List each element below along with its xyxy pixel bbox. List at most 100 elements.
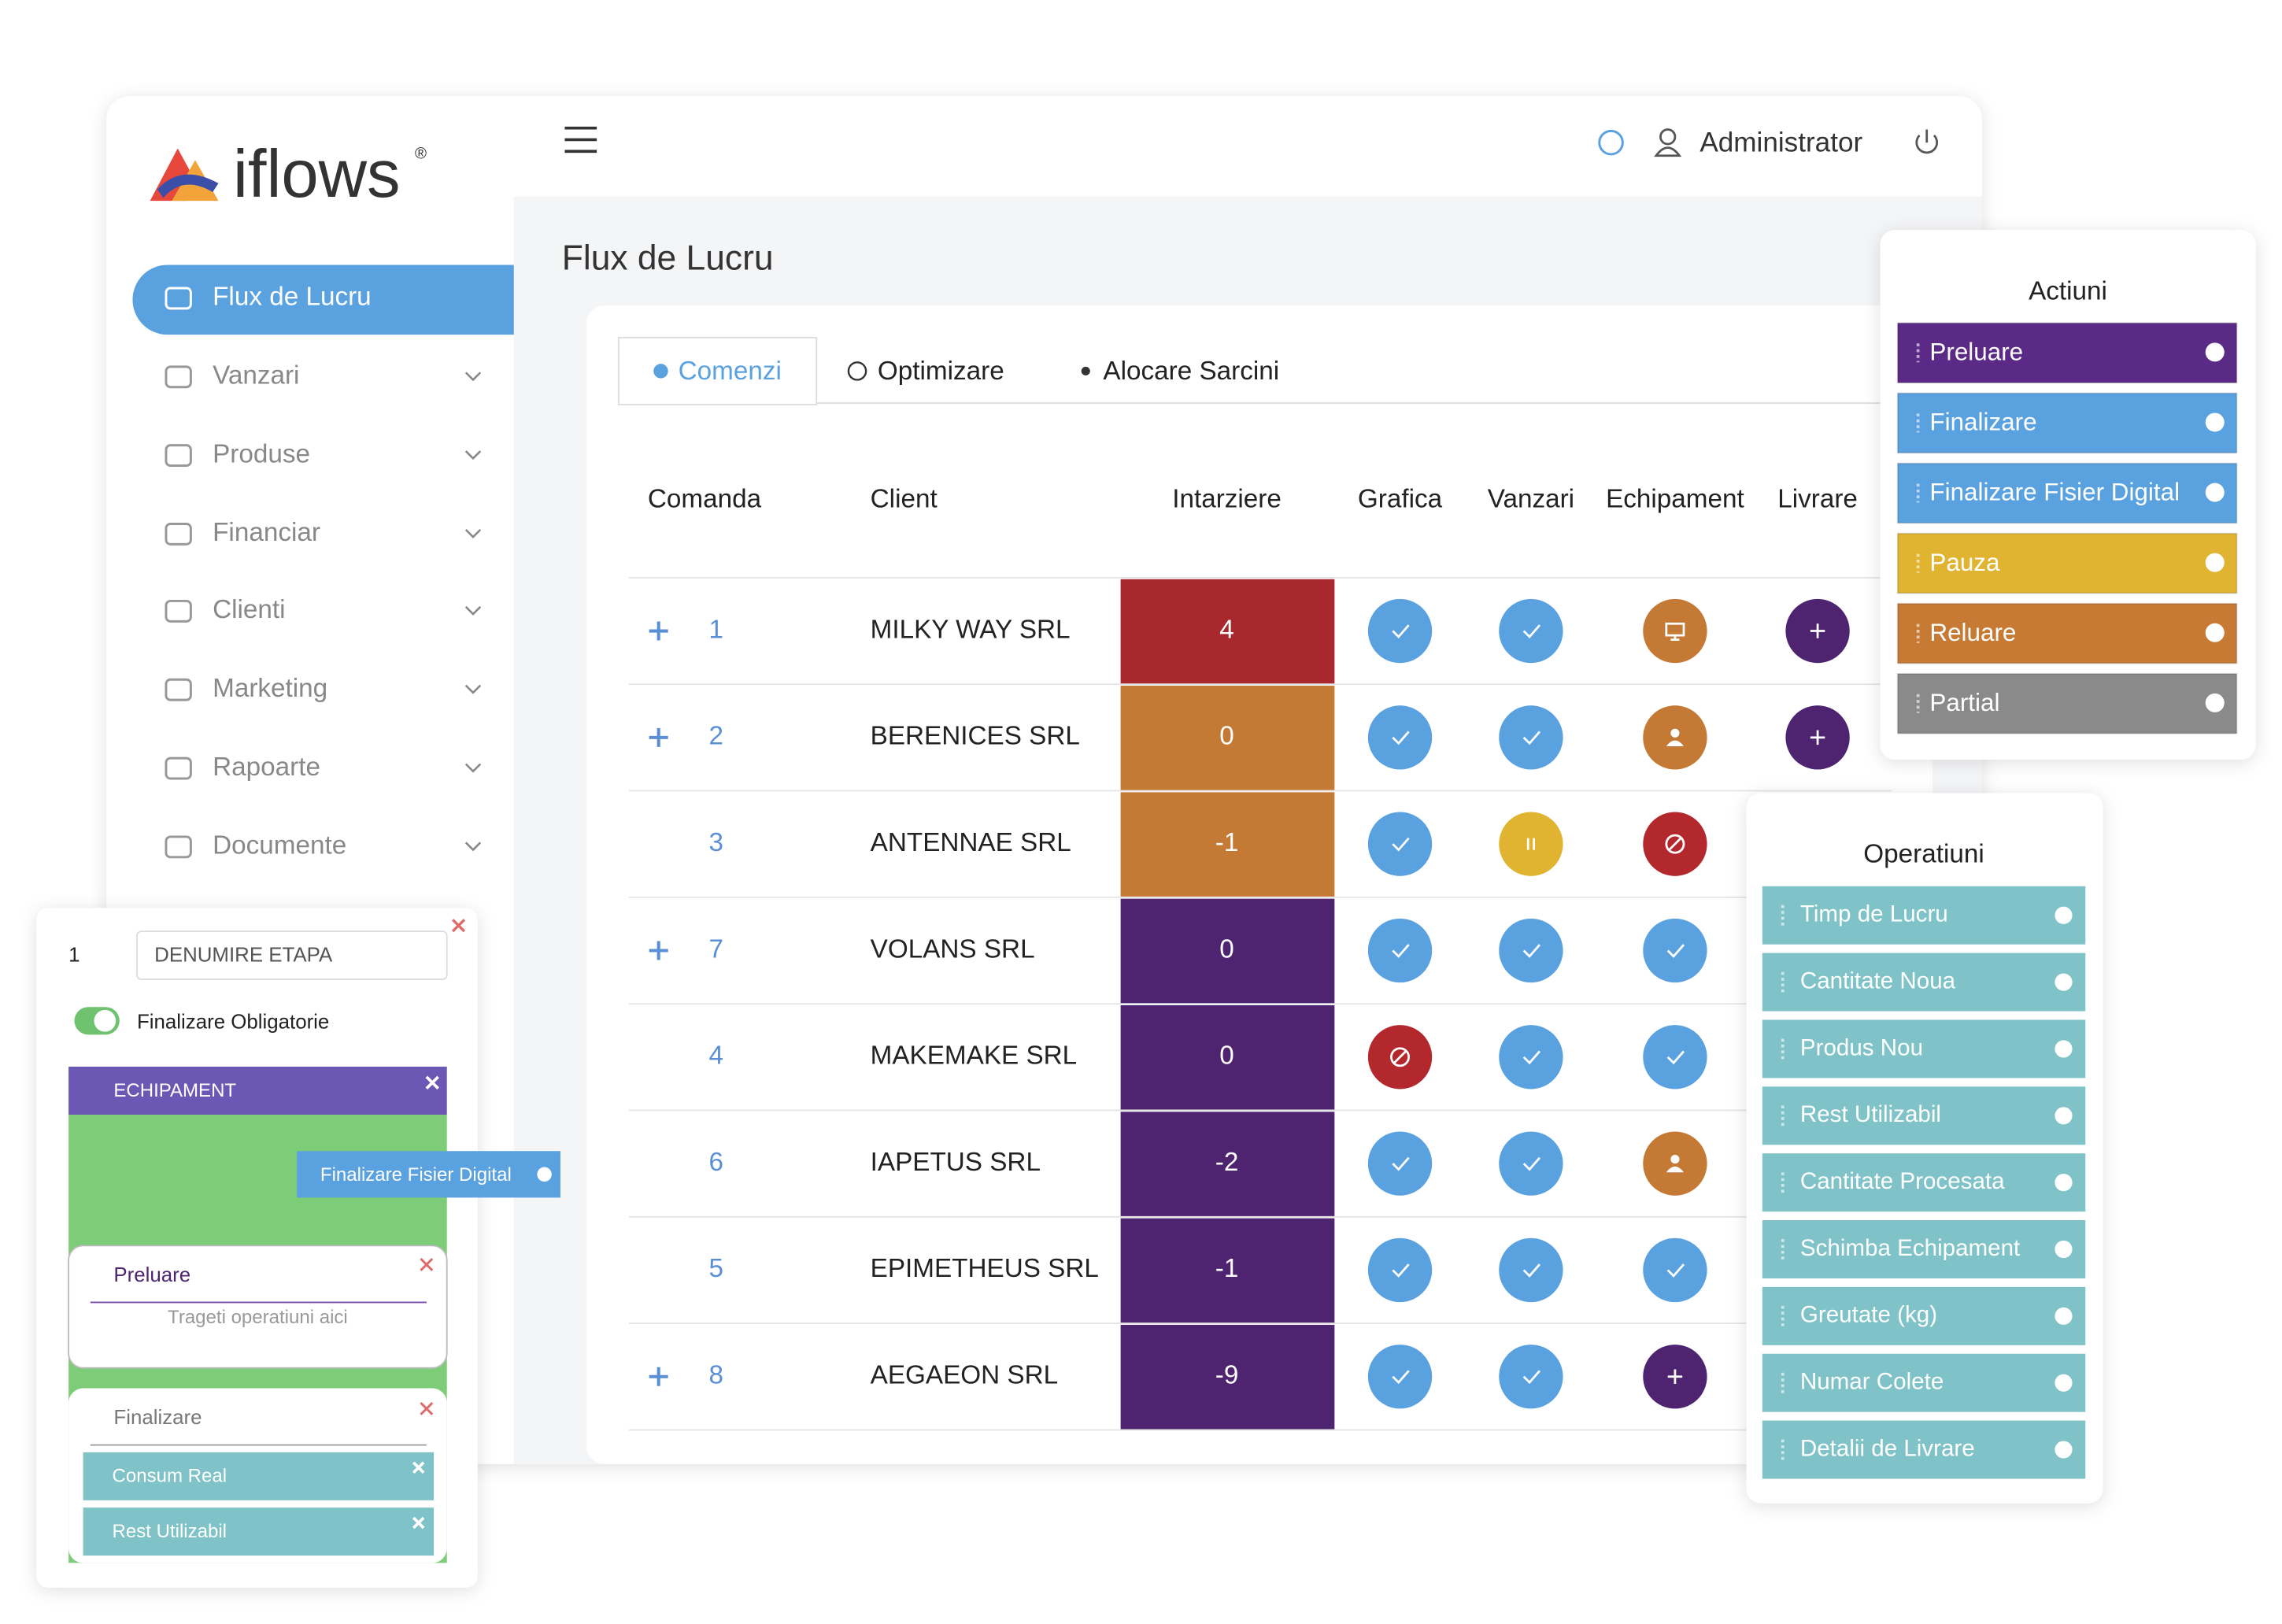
help-icon (2055, 973, 2073, 991)
order-id[interactable]: 7 (708, 934, 723, 964)
status-ok[interactable] (1367, 1131, 1433, 1196)
operation-chip[interactable] (1762, 1086, 2086, 1145)
column-header: Comanda (648, 485, 762, 514)
close-icon[interactable] (451, 919, 466, 933)
nav-item[interactable]: Produse (213, 439, 310, 468)
column-header: Livrare (1777, 485, 1858, 514)
client-name: BERENICES SRL (871, 722, 1080, 751)
nav-item[interactable]: Vanzari (213, 361, 299, 390)
client-name: MAKEMAKE SRL (871, 1041, 1078, 1071)
expand-row[interactable] (649, 1367, 668, 1386)
operation-chip[interactable] (1762, 1220, 2086, 1278)
order-id[interactable]: 1 (708, 615, 723, 644)
expand-row[interactable] (649, 941, 668, 960)
close-icon[interactable] (420, 1401, 434, 1415)
help-icon (2055, 1307, 2073, 1325)
status-pause[interactable] (1499, 812, 1563, 876)
operation-chip[interactable] (1762, 1353, 2086, 1412)
tab[interactable]: Alocare Sarcini (1103, 357, 1279, 386)
status-glyph (1392, 1370, 1410, 1385)
column-header: Client (871, 485, 938, 514)
nav-chevron (464, 450, 482, 461)
action-chip[interactable] (1896, 322, 2238, 384)
delay-cell (1120, 579, 1335, 684)
status-ok[interactable] (1367, 598, 1433, 664)
operation-name: Numar Colete (1800, 1369, 1944, 1395)
operation-chip[interactable] (83, 1507, 435, 1556)
action-chip[interactable] (1896, 532, 2238, 594)
order-id[interactable]: 6 (708, 1148, 723, 1177)
nav-item[interactable]: Marketing (213, 674, 327, 703)
nav-icon (165, 757, 192, 780)
status-ok[interactable] (1367, 812, 1433, 876)
operation-chip[interactable] (1762, 1286, 2086, 1345)
operation-chip[interactable] (1762, 1420, 2086, 1479)
chip-name: Consum Real (113, 1466, 227, 1487)
brand-mark: ® (415, 145, 427, 162)
action-name: Preluare (1929, 338, 2023, 365)
operation-chip[interactable] (1762, 1019, 2086, 1078)
status-ok[interactable] (1367, 705, 1433, 770)
order-id[interactable]: 5 (708, 1254, 723, 1283)
close-icon[interactable] (420, 1257, 434, 1271)
status-ok[interactable] (1499, 918, 1563, 983)
user-name[interactable]: Administrator (1699, 127, 1862, 157)
operation-chip[interactable] (1762, 886, 2086, 945)
status-glyph (1522, 1156, 1541, 1171)
dragged-chip[interactable] (297, 1151, 560, 1198)
status-ok[interactable] (1643, 918, 1707, 983)
order-id[interactable]: 4 (708, 1041, 723, 1071)
action-chip[interactable] (1896, 392, 2238, 454)
name-input[interactable] (136, 930, 448, 981)
order-id[interactable]: 2 (708, 722, 723, 751)
help-icon (1598, 129, 1624, 156)
action-chip[interactable] (1896, 672, 2238, 734)
operation-chip[interactable] (1762, 953, 2086, 1012)
status-ok[interactable] (1367, 1345, 1433, 1409)
nav-icon (165, 523, 192, 546)
status-glyph (1522, 624, 1541, 638)
status-ok[interactable] (1499, 1025, 1563, 1089)
nav-item[interactable]: Financiar (213, 518, 320, 547)
chip-name: Rest Utilizabil (113, 1521, 227, 1542)
operation-chip[interactable] (1762, 1153, 2086, 1212)
status-ok[interactable] (1499, 705, 1563, 770)
tab[interactable]: Comenzi (679, 357, 782, 386)
status-ok[interactable] (1367, 1237, 1433, 1303)
status-glyph (1522, 1050, 1541, 1065)
operation-name: Produs Nou (1800, 1034, 1923, 1060)
expand-row[interactable] (649, 621, 668, 641)
user-icon (1659, 128, 1677, 146)
action-chip[interactable] (1896, 462, 2238, 524)
action-chip[interactable] (1896, 602, 2238, 664)
tab-icon (1081, 366, 1090, 375)
status-glyph (1522, 1370, 1541, 1385)
delay-cell (1120, 686, 1335, 791)
tab[interactable]: Optimizare (878, 357, 1004, 386)
column-header: Grafica (1358, 485, 1443, 514)
close-icon[interactable] (412, 1461, 425, 1474)
status-mon[interactable] (1643, 598, 1707, 664)
nav-item[interactable]: Rapoarte (213, 753, 320, 782)
status-ok[interactable] (1499, 1345, 1563, 1409)
order-id[interactable]: 8 (708, 1361, 723, 1390)
step-number: 1 (68, 944, 80, 966)
expand-row[interactable] (649, 727, 668, 747)
status-ok[interactable] (1499, 598, 1563, 664)
order-id[interactable]: 3 (708, 828, 723, 857)
nav-active-bg (132, 265, 514, 335)
status-ok[interactable] (1643, 1025, 1707, 1089)
nav-chevron (464, 763, 482, 773)
status-ok[interactable] (1643, 1237, 1707, 1303)
nav-item[interactable]: Documente (213, 831, 346, 860)
status-ok[interactable] (1499, 1237, 1563, 1303)
close-icon[interactable] (425, 1075, 439, 1090)
nav-icon (165, 365, 192, 389)
status-glyph (1522, 944, 1541, 958)
operation-chip[interactable] (83, 1452, 435, 1500)
status-ok[interactable] (1367, 918, 1433, 983)
nav-item[interactable]: Flux de Lucru (213, 283, 372, 312)
status-ok[interactable] (1499, 1131, 1563, 1196)
close-icon[interactable] (412, 1516, 425, 1530)
nav-item[interactable]: Clienti (213, 595, 285, 624)
